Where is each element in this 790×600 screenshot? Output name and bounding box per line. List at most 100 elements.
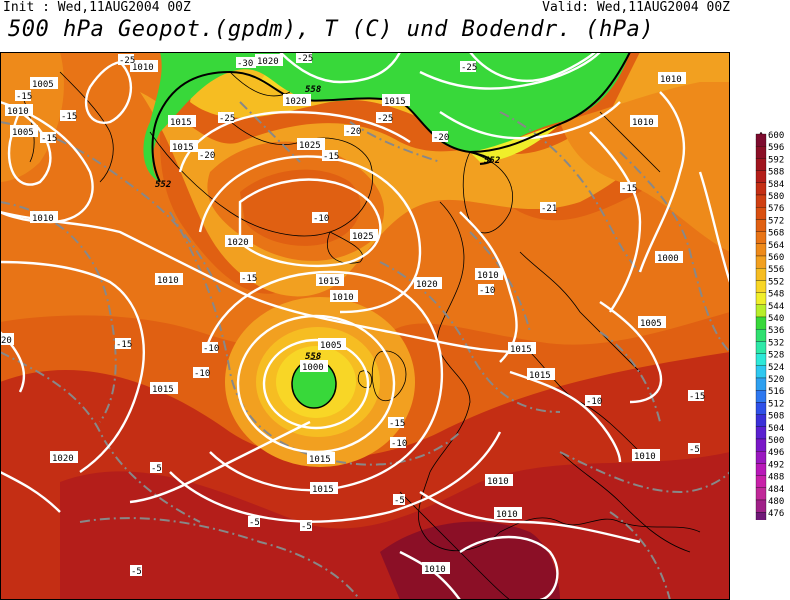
- legend-label: 496: [768, 448, 784, 458]
- legend-swatch: [755, 133, 767, 147]
- temp-label: -15: [688, 390, 705, 402]
- pressure-label: 1010: [494, 507, 522, 520]
- pressure-label: 1010: [30, 211, 58, 224]
- pressure-label: 1005: [10, 125, 38, 138]
- legend-label: 552: [768, 277, 784, 287]
- pressure-label: 20: [0, 333, 14, 346]
- legend-label: 580: [768, 192, 784, 202]
- temp-label: -5: [688, 443, 700, 455]
- svg-text:-15: -15: [389, 419, 405, 429]
- svg-text:1015: 1015: [384, 97, 406, 107]
- pressure-label: 1020: [225, 235, 253, 248]
- legend-label: 600: [768, 131, 784, 141]
- geopot-fill-568-east: [560, 82, 730, 252]
- temp-label: -25: [118, 54, 135, 66]
- pressure-label: 1015: [527, 368, 555, 381]
- pressure-label: 1020: [283, 94, 311, 107]
- svg-text:1010: 1010: [487, 477, 509, 487]
- svg-text:1025: 1025: [299, 141, 321, 151]
- svg-text:-25: -25: [297, 54, 313, 64]
- svg-text:1000: 1000: [657, 254, 679, 264]
- svg-text:-15: -15: [621, 184, 637, 194]
- pressure-label: 1015: [310, 482, 338, 495]
- legend-label: 584: [768, 180, 784, 190]
- pressure-label: 1010: [630, 115, 658, 128]
- svg-text:1010: 1010: [157, 276, 179, 286]
- pressure-label: 1005: [30, 77, 58, 90]
- pressure-label: 1015: [316, 274, 344, 287]
- legend-label: 508: [768, 412, 784, 422]
- svg-text:-25: -25: [219, 114, 235, 124]
- svg-text:1010: 1010: [632, 118, 654, 128]
- temp-label: -5: [393, 494, 405, 506]
- legend-swatch: [755, 451, 767, 464]
- temp-label: -10: [478, 284, 495, 296]
- geopot-labels: 558 552 552 558: [155, 85, 500, 362]
- temp-label: -10: [390, 437, 407, 449]
- legend-label: 556: [768, 265, 784, 275]
- pressure-label: 1010: [155, 273, 183, 286]
- temp-label: -15: [620, 182, 637, 194]
- svg-text:-15: -15: [16, 92, 32, 102]
- pressure-labels: 1010 1005 1010 1005 1015 1015 1020 1020 …: [0, 54, 686, 575]
- temp-label: -5: [300, 520, 312, 532]
- pressure-label: 1010: [130, 60, 158, 73]
- temp-label: -5: [150, 462, 162, 474]
- geopot-label: 558: [305, 85, 321, 95]
- legend-swatch: [755, 170, 767, 183]
- legend-swatch: [755, 365, 767, 379]
- temp-label: -25: [376, 112, 393, 124]
- temp-label: -20: [432, 131, 449, 143]
- pressure-label: 1025: [297, 138, 325, 151]
- legend-swatch: [755, 231, 767, 244]
- legend-label: 568: [768, 229, 784, 239]
- temp-label: -15: [40, 132, 57, 144]
- pressure-label: 1010: [422, 562, 450, 575]
- legend-label: 576: [768, 204, 784, 214]
- temp-label: -15: [15, 90, 32, 102]
- svg-text:-10: -10: [203, 344, 219, 354]
- svg-text:1015: 1015: [318, 277, 340, 287]
- svg-text:-5: -5: [249, 518, 260, 528]
- svg-text:1015: 1015: [172, 143, 194, 153]
- geopot-label: 552: [484, 156, 500, 166]
- weather-map: 1010 1005 1010 1005 1015 1015 1020 1020 …: [0, 52, 730, 600]
- temperature-labels: -25 -30 -25 -15 -15 -25 -20 -15 -25 -20 …: [15, 52, 705, 577]
- svg-text:-25: -25: [119, 56, 135, 66]
- svg-text:1020: 1020: [227, 238, 249, 248]
- legend-swatch: [755, 414, 767, 427]
- svg-text:-21: -21: [541, 204, 557, 214]
- geopot-label: 558: [305, 352, 321, 362]
- pressure-label: 1010: [658, 72, 686, 85]
- legend-swatch: [755, 402, 767, 415]
- geopot-fill-588: [380, 521, 560, 600]
- pressure-label: 1020: [255, 54, 283, 67]
- svg-text:-25: -25: [377, 114, 393, 124]
- header: Init : Wed,11AUG2004 00Z Valid: Wed,11AU…: [0, 0, 790, 50]
- svg-text:-5: -5: [151, 464, 162, 474]
- temp-label: -15: [115, 338, 132, 350]
- svg-text:1015: 1015: [152, 385, 174, 395]
- svg-text:1025: 1025: [352, 232, 374, 242]
- temp-label: -15: [322, 150, 339, 162]
- legend-label: 524: [768, 363, 784, 373]
- svg-text:-5: -5: [689, 445, 700, 455]
- svg-text:-15: -15: [323, 152, 339, 162]
- legend-swatch: [755, 255, 767, 269]
- svg-text:-20: -20: [199, 151, 215, 161]
- isobars: [0, 52, 730, 600]
- svg-text:1020: 1020: [285, 97, 307, 107]
- legend-swatch: [755, 487, 767, 501]
- temp-label: -25: [296, 52, 313, 64]
- svg-text:1010: 1010: [424, 565, 446, 575]
- legend-label: 476: [768, 509, 784, 519]
- svg-text:1015: 1015: [309, 455, 331, 465]
- legend-label: 500: [768, 436, 784, 446]
- chart-title: 500 hPa Geopot.(gpdm), T (C) und Bodendr…: [8, 17, 655, 42]
- geopot-fill-548: [143, 52, 630, 182]
- legend-label: 564: [768, 241, 784, 251]
- temp-label: -10: [193, 367, 210, 379]
- svg-text:1020: 1020: [257, 57, 279, 67]
- svg-text:-15: -15: [61, 112, 77, 122]
- svg-text:1010: 1010: [496, 510, 518, 520]
